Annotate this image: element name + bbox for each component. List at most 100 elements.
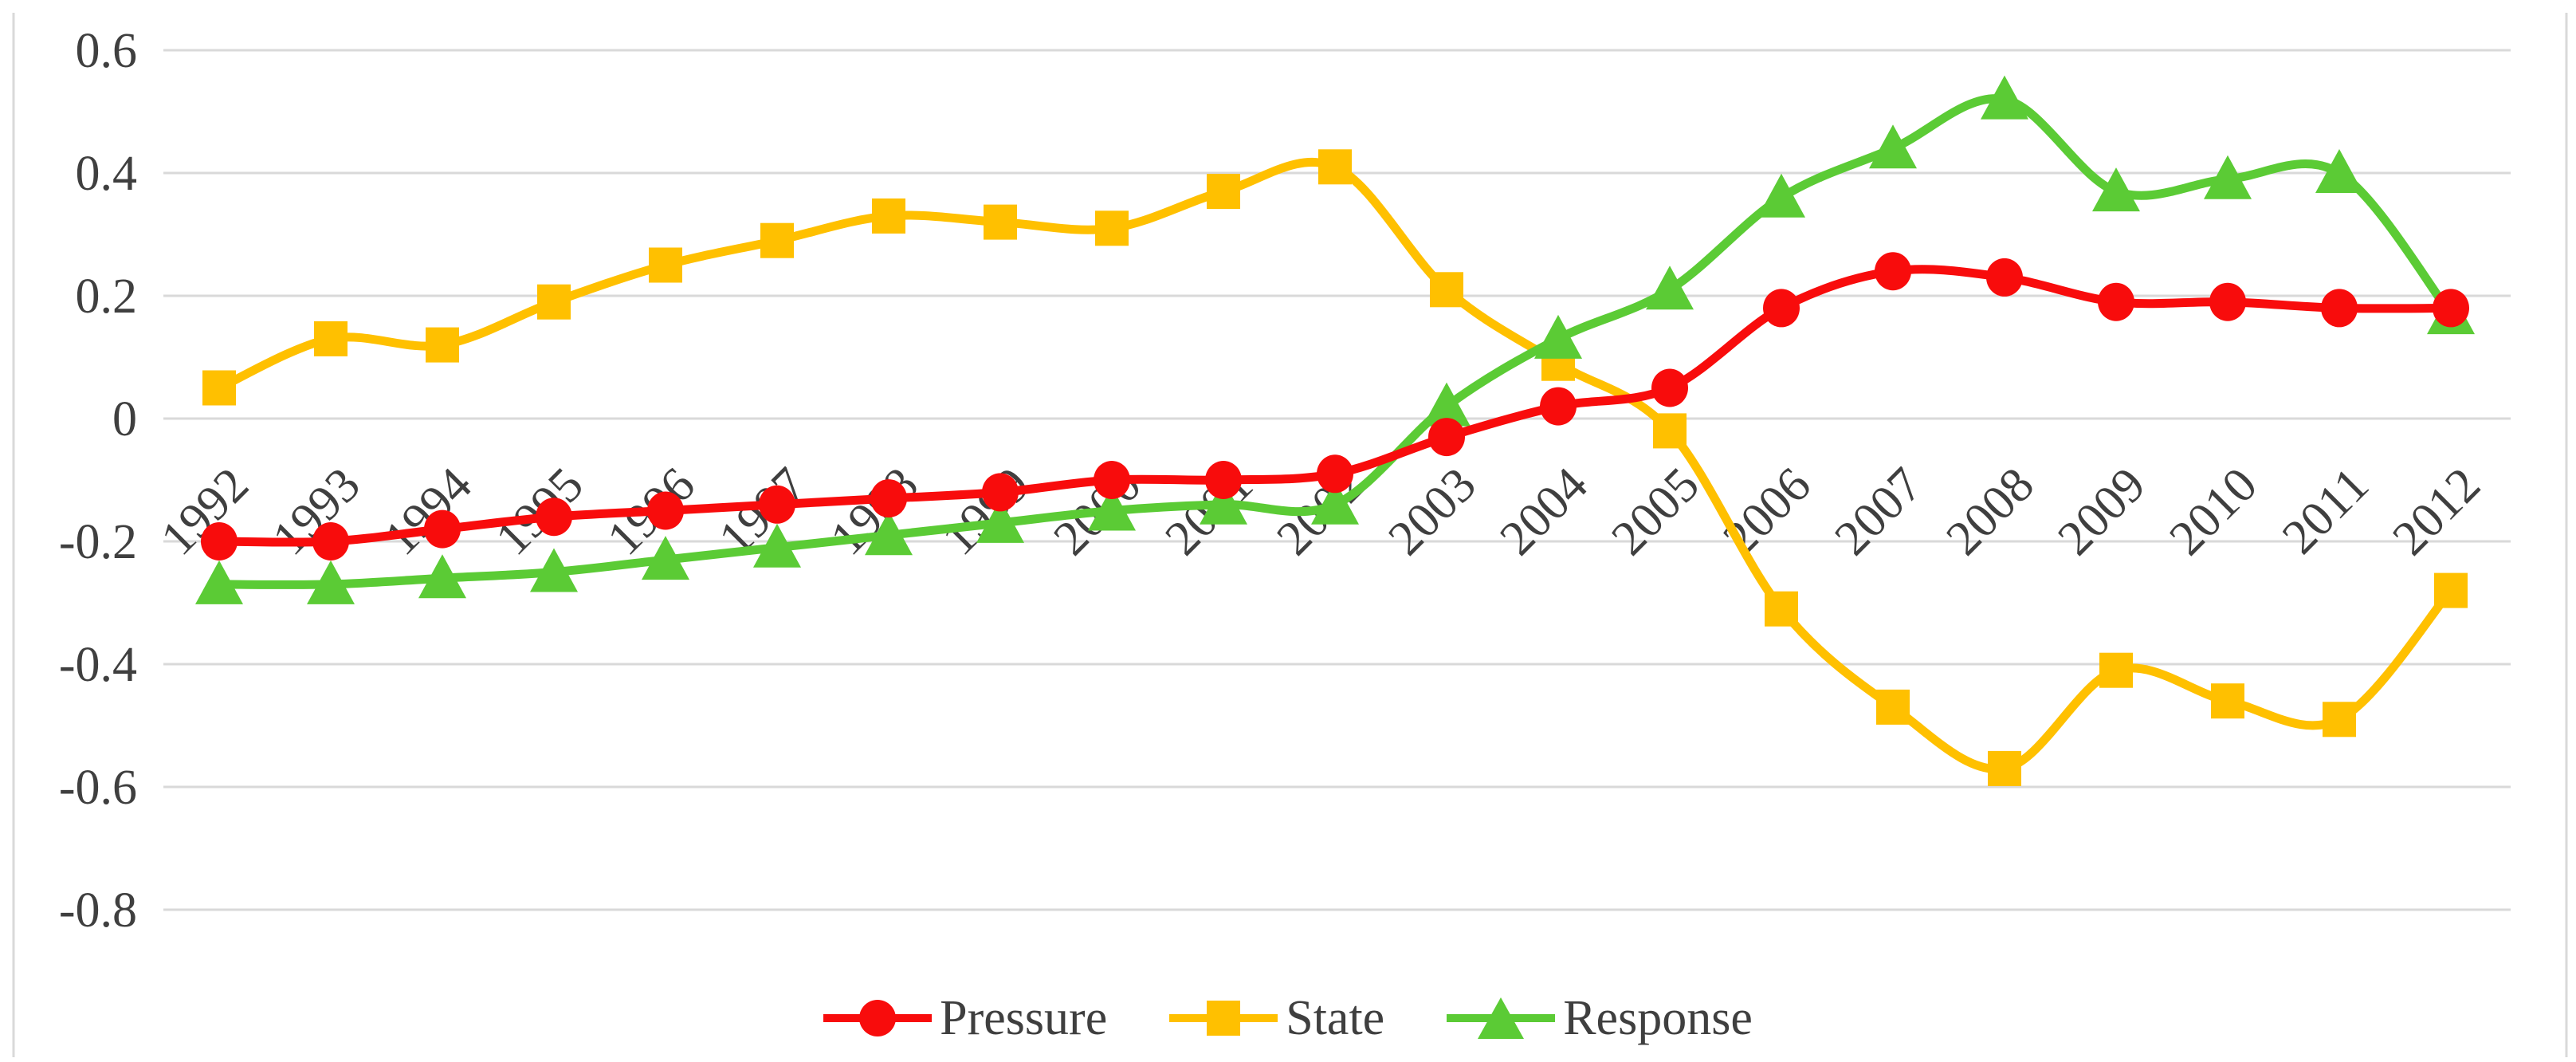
data-point-square xyxy=(2211,683,2244,719)
pressure-circle-icon xyxy=(859,1000,897,1036)
series-state xyxy=(202,149,2468,786)
data-point-triangle xyxy=(2092,167,2140,212)
data-point-triangle xyxy=(1981,75,2028,120)
data-point-triangle xyxy=(1534,314,1582,359)
data-point-circle xyxy=(1875,252,1911,291)
legend-line xyxy=(823,1000,933,1036)
x-year-label: 2011 xyxy=(2272,458,2379,564)
data-point-triangle xyxy=(195,560,243,604)
data-point-circle xyxy=(2209,282,2246,321)
data-point-square xyxy=(314,321,348,356)
x-year-label: 1999 xyxy=(932,458,1040,566)
data-point-square xyxy=(426,327,459,363)
data-point-square xyxy=(537,284,571,320)
y-tick-label: -0.8 xyxy=(59,883,137,938)
data-point-triangle xyxy=(307,560,355,604)
data-point-circle xyxy=(647,491,684,530)
data-point-square xyxy=(984,204,1017,240)
x-year-label: 2005 xyxy=(1601,458,1710,566)
data-point-triangle xyxy=(1869,124,1917,169)
data-point-circle xyxy=(201,522,238,560)
data-point-square xyxy=(1207,174,1240,210)
x-year-label: 2009 xyxy=(2048,458,2156,566)
legend-item-pressure: Pressure xyxy=(823,993,1107,1043)
data-point-circle xyxy=(1540,387,1577,426)
y-tick-label: 0.2 xyxy=(76,269,138,324)
x-year-label: 2007 xyxy=(1824,458,1933,566)
legend-line xyxy=(1447,997,1556,1039)
data-point-circle xyxy=(870,479,907,518)
legend-item-state: State xyxy=(1169,993,1384,1043)
data-point-circle xyxy=(759,485,795,524)
data-point-square xyxy=(1095,210,1129,246)
response-triangle-icon xyxy=(1478,997,1525,1039)
data-point-square xyxy=(2434,572,2468,608)
x-year-label: 1994 xyxy=(374,458,482,566)
x-year-label: 2004 xyxy=(1490,458,1598,566)
data-point-triangle xyxy=(1311,480,1359,525)
data-point-circle xyxy=(982,473,1019,512)
data-point-square xyxy=(1765,591,1798,627)
data-point-circle xyxy=(2098,282,2134,321)
data-point-circle xyxy=(2433,289,2469,328)
series-line-state xyxy=(214,157,2456,774)
state-square-icon xyxy=(1207,1001,1241,1036)
data-point-triangle xyxy=(1646,266,1694,310)
data-point-triangle xyxy=(753,523,801,568)
data-point-square xyxy=(649,247,682,283)
data-point-square xyxy=(202,370,236,406)
data-point-square xyxy=(2099,652,2133,688)
data-point-circle xyxy=(1205,461,1242,499)
legend-item-response: Response xyxy=(1447,993,1753,1043)
y-tick-label: -0.6 xyxy=(59,761,137,815)
x-year-label: 2008 xyxy=(1936,458,2044,566)
legend-label-response: Response xyxy=(1563,991,1753,1045)
y-axis-tick-labels: 0.6 0.4 0.2 0 -0.2 -0.4 -0.6 -0.8 xyxy=(59,24,137,938)
data-point-triangle xyxy=(530,548,578,592)
data-point-square xyxy=(1430,272,1463,308)
x-year-label: 2012 xyxy=(2382,458,2491,566)
data-point-circle xyxy=(1428,418,1465,457)
data-point-triangle xyxy=(1757,173,1805,218)
data-point-square xyxy=(760,222,794,258)
data-point-triangle xyxy=(418,554,466,599)
y-tick-label: -0.2 xyxy=(59,515,137,569)
data-point-triangle xyxy=(976,498,1024,543)
data-point-triangle xyxy=(1423,382,1471,427)
data-point-circle xyxy=(1317,454,1353,494)
data-point-circle xyxy=(2321,289,2358,328)
data-point-square xyxy=(1876,689,1910,725)
data-point-square xyxy=(1988,750,2021,786)
chart-legend: Pressure State Response xyxy=(0,982,2576,1054)
legend-line xyxy=(1169,1001,1278,1036)
data-point-triangle xyxy=(1200,480,1247,525)
x-year-label: 2006 xyxy=(1713,458,1821,566)
x-year-label: 2010 xyxy=(2159,458,2268,566)
data-point-circle xyxy=(1986,258,2023,297)
data-point-square xyxy=(2323,702,2356,738)
series-pressure xyxy=(201,252,2469,560)
series-line-pressure xyxy=(214,265,2456,547)
legend-label-pressure: Pressure xyxy=(940,991,1108,1045)
data-point-triangle xyxy=(642,536,689,580)
y-tick-label: 0.6 xyxy=(76,24,138,78)
data-point-square xyxy=(872,198,905,234)
data-point-triangle xyxy=(2315,149,2363,193)
x-year-label: 2003 xyxy=(1378,458,1486,566)
y-tick-label: -0.4 xyxy=(59,638,137,692)
data-point-triangle xyxy=(1088,486,1136,531)
y-tick-label: 0 xyxy=(112,392,137,446)
data-point-circle xyxy=(1651,368,1688,407)
data-point-circle xyxy=(536,498,572,537)
data-point-circle xyxy=(1763,289,1800,328)
data-point-circle xyxy=(424,509,461,549)
data-point-circle xyxy=(1094,461,1130,499)
data-point-triangle xyxy=(865,511,913,556)
data-point-triangle xyxy=(2204,155,2252,199)
legend-label-state: State xyxy=(1286,991,1385,1045)
data-point-circle xyxy=(312,522,349,560)
y-tick-label: 0.4 xyxy=(76,147,138,201)
data-point-square xyxy=(1318,149,1352,185)
